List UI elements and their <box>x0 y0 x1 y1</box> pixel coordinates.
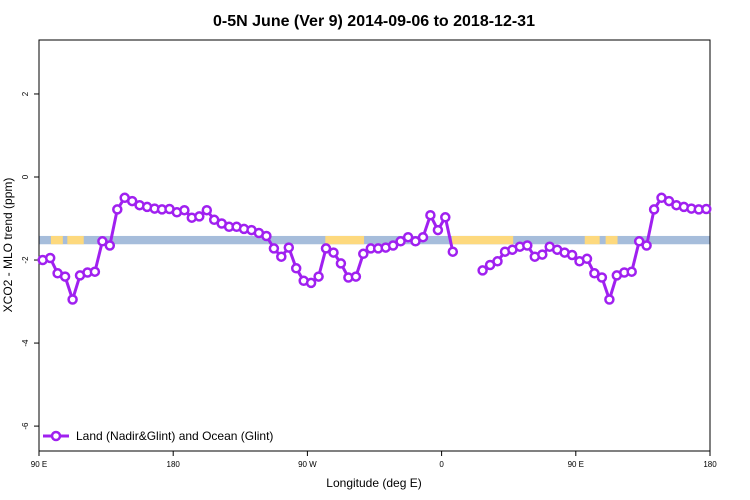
data-point-1 <box>44 252 56 264</box>
y-tick-label-0: 2 <box>21 91 30 96</box>
data-point-72 <box>596 272 608 283</box>
data-point-33 <box>283 242 295 253</box>
data-point-52 <box>425 209 436 221</box>
data-point-78 <box>641 240 652 251</box>
y-axis-ticks: 2 0 -2 -4 -6 <box>21 91 39 430</box>
data-point-4 <box>67 294 78 305</box>
y-tick-label-4: -6 <box>21 422 30 430</box>
data-point-73 <box>604 294 615 305</box>
data-point-48 <box>395 236 406 247</box>
land-segment-0 <box>50 235 63 245</box>
data-point-36 <box>305 277 317 289</box>
data-point-22 <box>201 204 213 216</box>
data-point-77 <box>633 236 645 247</box>
x-axis-label: Longitude (deg E) <box>326 476 421 490</box>
x-tick-label-4: 90 E <box>568 460 584 469</box>
land-segment-2 <box>325 235 365 245</box>
y-axis-label: XCO2 - MLO trend (ppm) <box>1 178 15 313</box>
y-tick-label-1: 0 <box>21 174 30 179</box>
data-point-53 <box>432 224 444 236</box>
data-point-55 <box>447 246 459 257</box>
data-point-71 <box>589 268 600 279</box>
data-point-64 <box>537 249 548 260</box>
data-point-50 <box>410 236 421 247</box>
data-point-12 <box>126 195 138 207</box>
data-point-39 <box>328 247 339 258</box>
data-point-37 <box>313 271 324 282</box>
data-point-56 <box>477 265 488 276</box>
data-point-47 <box>387 240 399 251</box>
data-point-38 <box>320 243 332 254</box>
y-tick-label-3: -4 <box>21 339 30 347</box>
legend-label: Land (Nadir&Glint) and Ocean (Glint) <box>76 429 273 443</box>
data-point-81 <box>663 195 675 207</box>
data-point-51 <box>417 231 429 243</box>
legend-marker <box>50 430 62 442</box>
chart-title: 0-5N June (Ver 9) 2014-09-06 to 2018-12-… <box>213 13 535 30</box>
data-point-10 <box>112 204 123 215</box>
data-point-32 <box>276 251 287 262</box>
plot-frame <box>38 39 711 452</box>
data-point-43 <box>358 248 369 260</box>
data-point-40 <box>335 258 347 269</box>
data-point-58 <box>492 256 503 267</box>
land-segment-1 <box>67 235 84 245</box>
data-point-31 <box>268 243 280 254</box>
data-point-7 <box>89 266 101 277</box>
data-point-76 <box>626 266 637 277</box>
data-point-19 <box>179 204 190 216</box>
data-point-79 <box>648 204 660 215</box>
data-point-49 <box>402 231 414 243</box>
data-point-3 <box>59 271 71 282</box>
y-tick-label-2: -2 <box>21 256 30 264</box>
x-axis-ticks: 90 E 180 90 W 0 90 E 180 <box>31 451 717 469</box>
ocean-band <box>39 235 710 245</box>
data-point-54 <box>440 212 451 223</box>
x-tick-label-0: 90 E <box>31 460 47 469</box>
x-tick-label-2: 90 W <box>298 460 317 469</box>
data-point-21 <box>194 211 205 222</box>
data-point-62 <box>522 240 533 251</box>
data-point-30 <box>261 230 272 242</box>
data-point-70 <box>581 253 593 265</box>
data-point-86 <box>701 203 712 215</box>
land-segment-5 <box>605 235 618 245</box>
land-ocean-band <box>39 235 710 245</box>
series-layer <box>37 192 712 305</box>
x-tick-label-3: 0 <box>439 460 444 469</box>
land-segment-3 <box>452 235 514 245</box>
data-point-34 <box>290 263 302 274</box>
x-tick-label-5: 180 <box>703 460 717 469</box>
data-point-68 <box>566 249 578 261</box>
land-segment-4 <box>584 235 600 245</box>
data-point-42 <box>350 271 362 282</box>
x-tick-label-1: 180 <box>167 460 181 469</box>
legend: Land (Nadir&Glint) and Ocean (Glint) <box>43 429 273 443</box>
data-point-9 <box>104 240 116 251</box>
data-point-8 <box>97 236 108 247</box>
